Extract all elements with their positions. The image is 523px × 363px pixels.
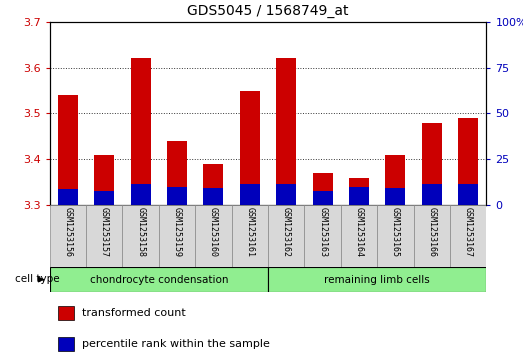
Bar: [50, 267, 268, 292]
Bar: [422, 123, 442, 205]
Bar: [268, 267, 486, 292]
Bar: [50, 205, 86, 267]
Bar: [203, 188, 223, 205]
Bar: [385, 188, 405, 205]
Title: GDS5045 / 1568749_at: GDS5045 / 1568749_at: [187, 4, 349, 18]
Bar: [414, 205, 450, 267]
Bar: [122, 205, 159, 267]
Bar: [86, 205, 122, 267]
Bar: [313, 173, 333, 205]
Bar: [313, 191, 333, 205]
Text: chondrocyte condensation: chondrocyte condensation: [89, 274, 228, 285]
Bar: [59, 337, 74, 351]
Text: GSM1253156: GSM1253156: [63, 207, 72, 257]
Text: GSM1253165: GSM1253165: [391, 207, 400, 257]
Text: GSM1253158: GSM1253158: [136, 207, 145, 257]
Bar: [167, 187, 187, 205]
Bar: [195, 205, 232, 267]
Text: GSM1253167: GSM1253167: [464, 207, 473, 257]
Bar: [349, 187, 369, 205]
Bar: [341, 205, 377, 267]
Bar: [203, 164, 223, 205]
Bar: [240, 90, 260, 205]
Text: GSM1253157: GSM1253157: [100, 207, 109, 257]
Bar: [422, 184, 442, 205]
Bar: [349, 178, 369, 205]
Text: GSM1253162: GSM1253162: [282, 207, 291, 257]
Bar: [458, 118, 478, 205]
Text: GSM1253163: GSM1253163: [318, 207, 327, 257]
Bar: [458, 184, 478, 205]
Bar: [131, 58, 151, 205]
Bar: [377, 205, 414, 267]
Bar: [450, 205, 486, 267]
Bar: [276, 184, 296, 205]
Bar: [240, 184, 260, 205]
Text: GSM1253160: GSM1253160: [209, 207, 218, 257]
Bar: [59, 306, 74, 320]
Bar: [94, 155, 115, 205]
Bar: [94, 191, 115, 205]
Bar: [232, 205, 268, 267]
Text: GSM1253166: GSM1253166: [427, 207, 436, 257]
Text: transformed count: transformed count: [83, 308, 186, 318]
Text: cell type: cell type: [15, 274, 60, 284]
Text: remaining limb cells: remaining limb cells: [324, 274, 430, 285]
Bar: [385, 155, 405, 205]
Bar: [268, 205, 304, 267]
Bar: [131, 184, 151, 205]
Bar: [159, 205, 195, 267]
Text: GSM1253164: GSM1253164: [355, 207, 363, 257]
Bar: [276, 58, 296, 205]
Bar: [304, 205, 341, 267]
Text: GSM1253159: GSM1253159: [173, 207, 181, 257]
Text: GSM1253161: GSM1253161: [245, 207, 254, 257]
Text: percentile rank within the sample: percentile rank within the sample: [83, 339, 270, 349]
Bar: [58, 189, 78, 205]
Bar: [58, 95, 78, 205]
Bar: [167, 141, 187, 205]
